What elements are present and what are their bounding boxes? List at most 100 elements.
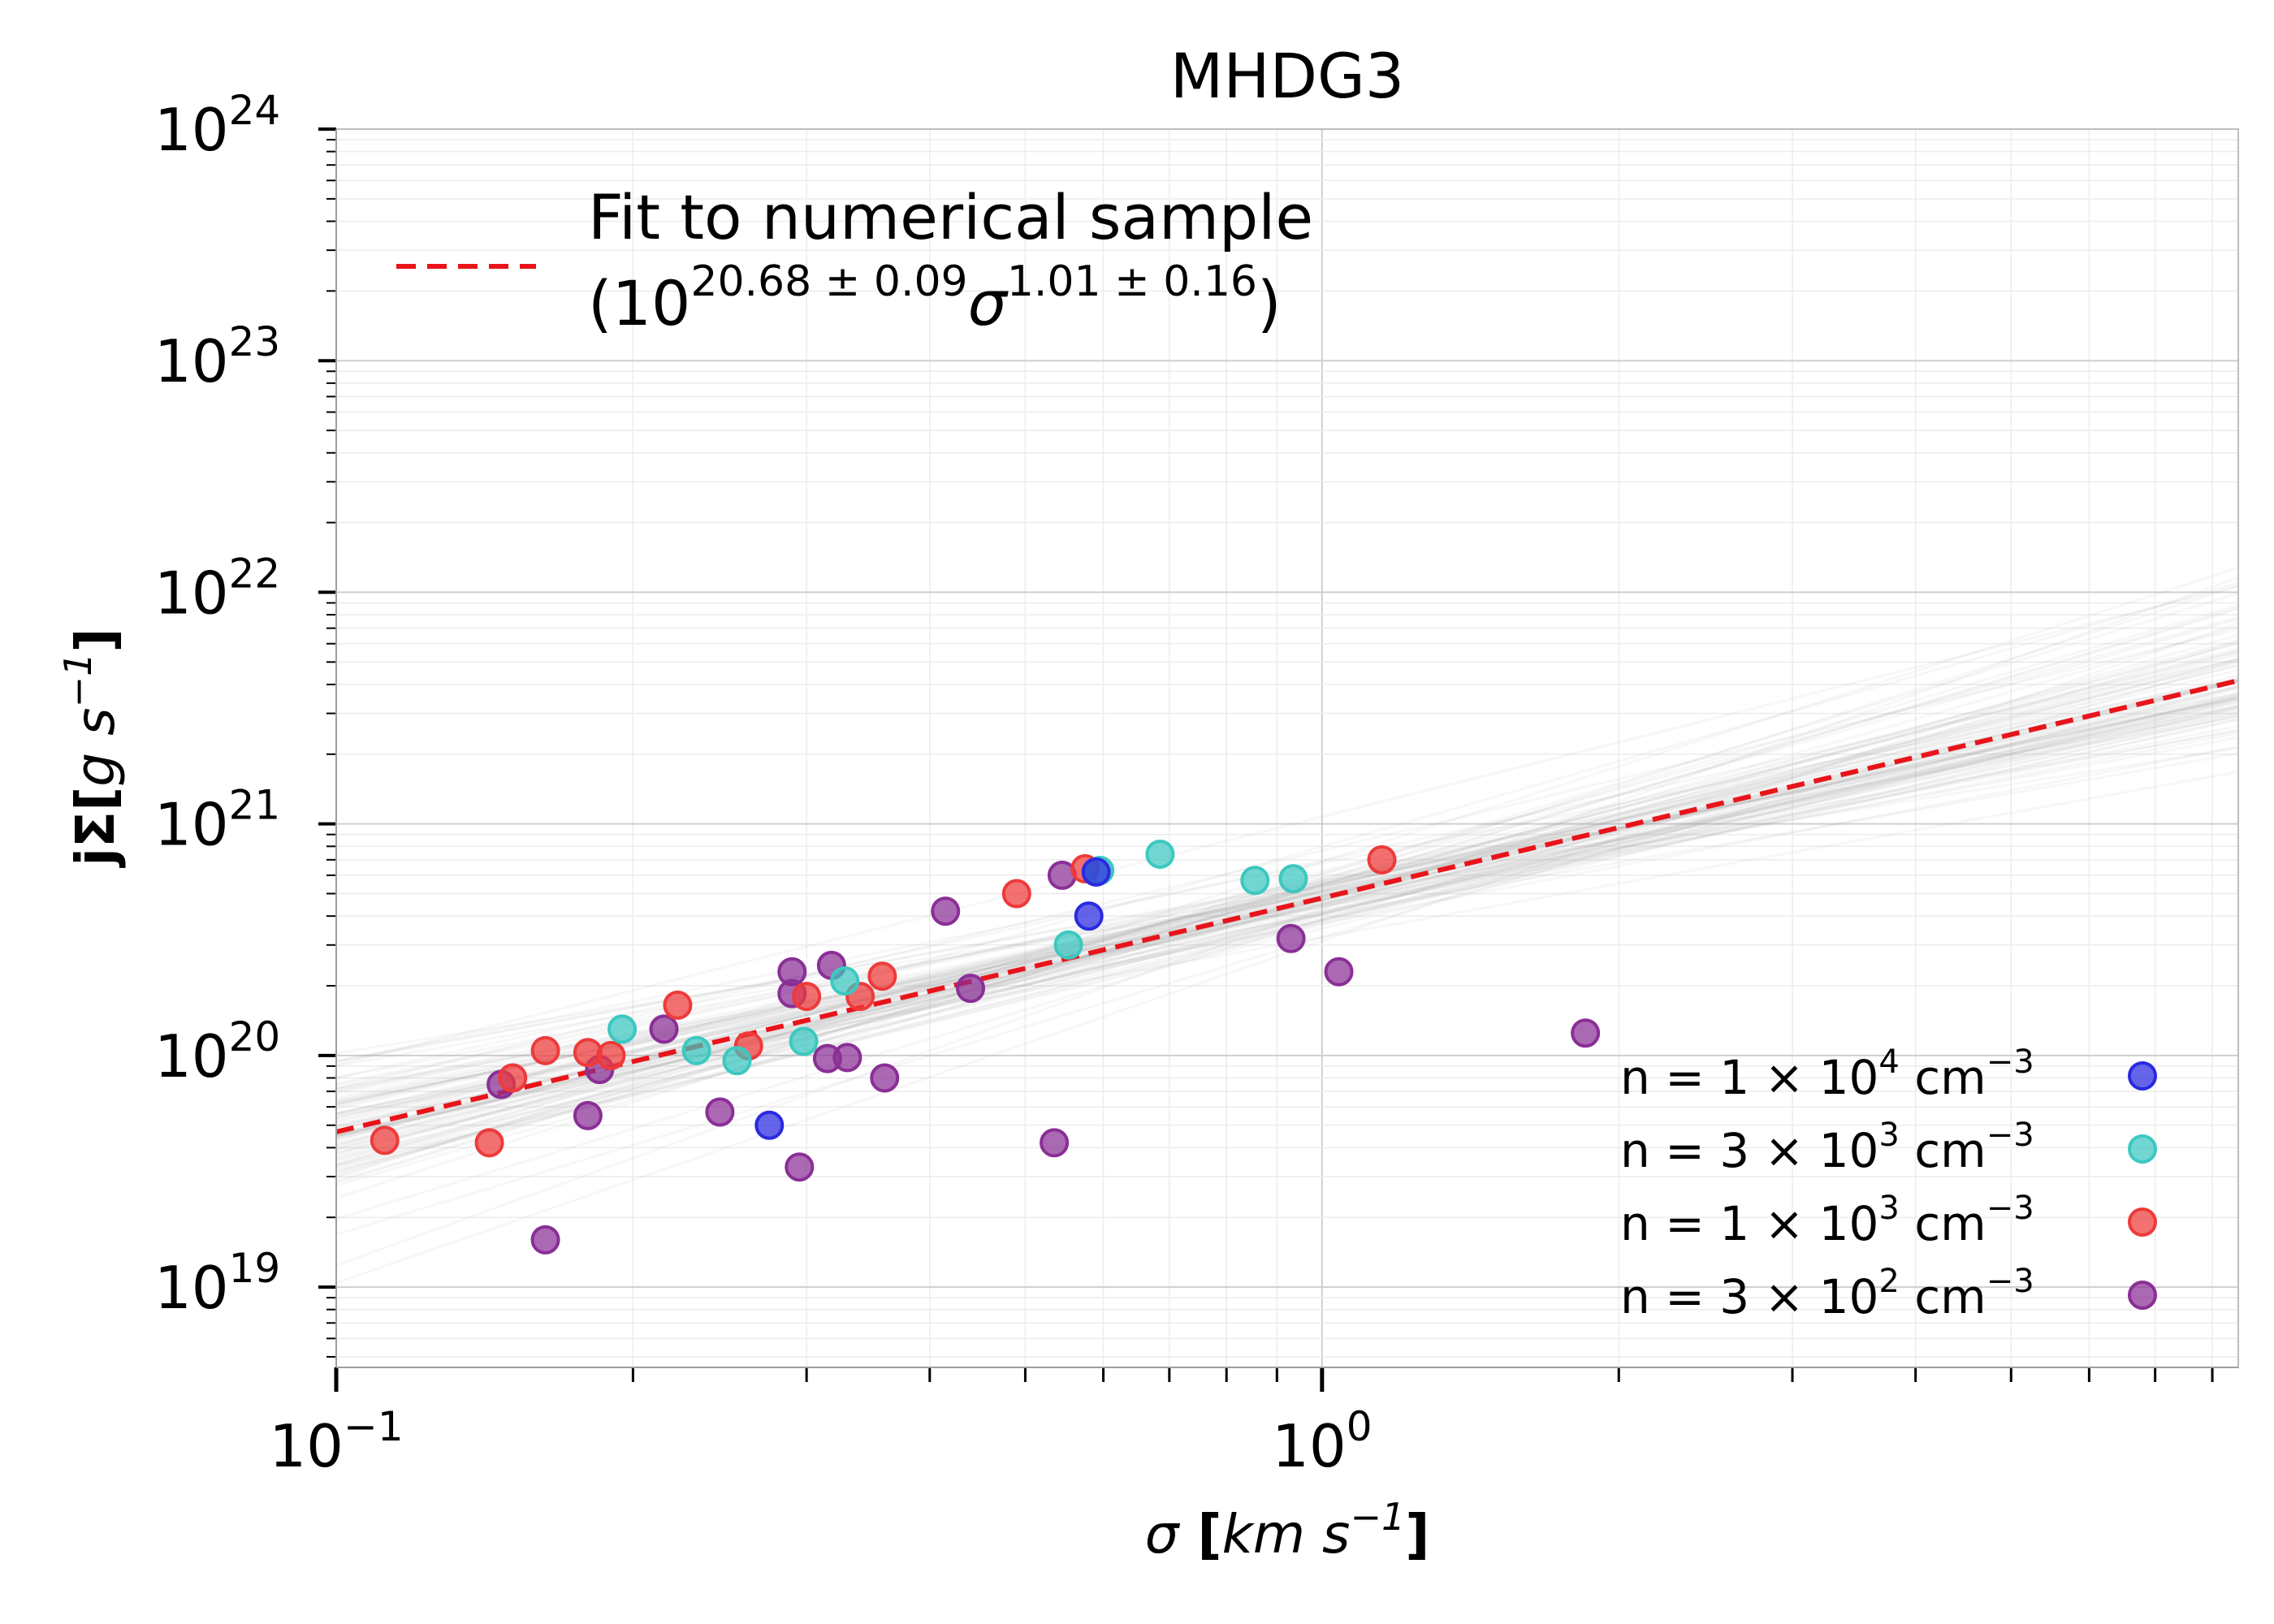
y-tick-label: 1021 bbox=[154, 782, 280, 859]
fit-sample-line bbox=[336, 606, 2238, 1184]
fit-sample-line bbox=[336, 706, 2238, 1135]
data-point bbox=[474, 1128, 504, 1158]
y-axis-title: jΣ[g s−1] bbox=[56, 628, 127, 868]
fit-line-layer bbox=[336, 678, 2238, 1134]
fit-sample-line bbox=[336, 680, 2238, 1111]
fit-sample-line bbox=[336, 657, 2238, 1141]
fit-sample-line bbox=[336, 649, 2238, 1137]
data-point bbox=[1145, 839, 1175, 869]
series-legend-marker bbox=[2128, 1061, 2157, 1091]
fit-sample-line bbox=[336, 653, 2238, 1166]
y-tick-label: 1019 bbox=[154, 1245, 280, 1322]
data-point bbox=[1367, 844, 1397, 875]
fit-sample-line bbox=[336, 622, 2238, 1285]
data-point bbox=[649, 1014, 679, 1044]
fit-sample-line bbox=[336, 705, 2238, 1118]
axis-ticks bbox=[318, 127, 2238, 1392]
fit-sample-line bbox=[336, 680, 2238, 1145]
series-legend: n = 1 × 104 cm−3 n = 3 × 103 cm−3 n = 1 × … bbox=[1620, 1043, 2157, 1324]
series-legend-label: n = 3 × 102 cm−3 bbox=[1620, 1263, 2034, 1324]
data-point bbox=[1001, 879, 1031, 909]
data-point bbox=[830, 965, 860, 996]
fit-legend-line1: Fit to numerical sample bbox=[588, 181, 1313, 253]
data-point bbox=[785, 1152, 815, 1182]
fit-sample-line bbox=[336, 581, 2238, 1132]
data-point bbox=[663, 990, 693, 1020]
data-point bbox=[705, 1097, 735, 1127]
data-point bbox=[870, 1063, 900, 1093]
fit-sample-line bbox=[336, 714, 2238, 1127]
fit-sample-line bbox=[336, 729, 2238, 1068]
data-point bbox=[1040, 1128, 1070, 1158]
fit-sample-line bbox=[336, 576, 2238, 1267]
x-axis-title: σ [km s−1] bbox=[1145, 1495, 1430, 1566]
fit-sample-line bbox=[336, 685, 2238, 1163]
fit-sample-line bbox=[336, 674, 2238, 1116]
series-legend-label: n = 1 × 103 cm−3 bbox=[1620, 1190, 2034, 1251]
fit-sample-line bbox=[336, 607, 2238, 1182]
fit-sample-line bbox=[336, 694, 2238, 1151]
series-legend-marker bbox=[2128, 1134, 2157, 1164]
y-tick-label: 1023 bbox=[154, 318, 280, 395]
fit-sample-line bbox=[336, 700, 2238, 1129]
data-point bbox=[789, 1026, 819, 1056]
fit-legend-line2: (1020.68 ± 0.09σ1.01 ± 0.16) bbox=[588, 257, 1282, 339]
fit-sample-line bbox=[336, 624, 2238, 1176]
data-point bbox=[1074, 901, 1104, 931]
data-points bbox=[370, 839, 1601, 1255]
series-legend-marker bbox=[2128, 1281, 2157, 1310]
fit-sample-line bbox=[336, 650, 2238, 1136]
series-legend-label: n = 1 × 104 cm−3 bbox=[1620, 1043, 2034, 1105]
tick-labels: 10−1 100 1019 1020 1021 1022 1023 1024 bbox=[154, 87, 1373, 1480]
fit-sample-line bbox=[336, 724, 2238, 1104]
fit-sample-line bbox=[336, 687, 2238, 1154]
fit-sample-line bbox=[336, 633, 2238, 1187]
y-tick-label: 1024 bbox=[154, 87, 280, 164]
fit-sample-line bbox=[336, 712, 2238, 1116]
fit-sample-line bbox=[336, 646, 2238, 1142]
fit-sample-line bbox=[336, 661, 2238, 1125]
fit-sample-line bbox=[336, 732, 2238, 1104]
data-point bbox=[956, 974, 986, 1004]
data-point bbox=[607, 1014, 638, 1044]
data-point bbox=[792, 982, 822, 1012]
fit-sample-line bbox=[336, 693, 2238, 1152]
data-point bbox=[1081, 857, 1111, 887]
data-point bbox=[530, 1035, 560, 1065]
fit-sample-line bbox=[336, 668, 2238, 1131]
y-tick-label: 1022 bbox=[154, 550, 280, 627]
y-tick-label: 1020 bbox=[154, 1013, 280, 1091]
data-point bbox=[681, 1035, 711, 1065]
series-legend-marker bbox=[2128, 1207, 2157, 1237]
data-point bbox=[931, 896, 961, 926]
x-tick-label: 100 bbox=[1272, 1403, 1372, 1480]
data-point bbox=[1053, 930, 1083, 960]
fit-sample-line bbox=[336, 701, 2238, 1138]
fit-line bbox=[336, 678, 2238, 1134]
data-point bbox=[573, 1100, 603, 1130]
fit-sample-line bbox=[336, 679, 2238, 1146]
data-point bbox=[1571, 1018, 1601, 1048]
fit-sample-line bbox=[336, 628, 2238, 1091]
fit-sample-line bbox=[336, 746, 2238, 1055]
data-point bbox=[722, 1046, 752, 1076]
data-point bbox=[1276, 923, 1306, 953]
x-tick-label: 10−1 bbox=[269, 1403, 403, 1480]
data-point bbox=[867, 961, 897, 991]
fit-sample-line bbox=[336, 685, 2238, 1139]
data-point bbox=[1324, 957, 1354, 987]
fit-sample-line bbox=[336, 704, 2238, 1115]
data-point bbox=[754, 1110, 785, 1140]
fit-sample-line bbox=[336, 698, 2238, 1129]
chart-title: MHDG3 bbox=[1170, 40, 1405, 112]
data-point bbox=[1278, 864, 1308, 894]
data-point bbox=[1240, 866, 1270, 896]
data-point bbox=[596, 1040, 626, 1070]
fit-sample-line bbox=[336, 664, 2238, 1127]
data-point bbox=[832, 1043, 862, 1073]
fit-sample-line bbox=[336, 638, 2238, 1156]
data-point bbox=[370, 1125, 400, 1155]
data-point bbox=[530, 1224, 560, 1255]
fit-legend: Fit to numerical sample (1020.68 ± 0.09σ… bbox=[396, 181, 1313, 339]
